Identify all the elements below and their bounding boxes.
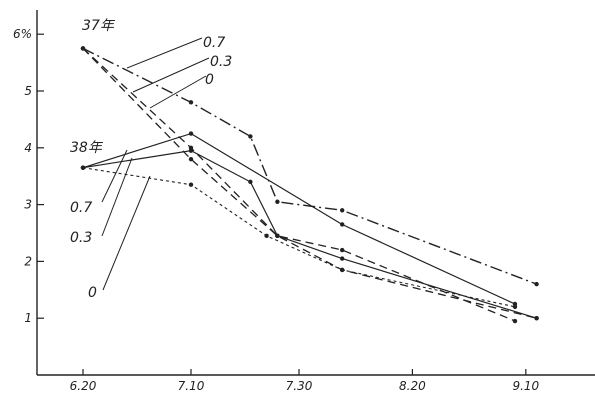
data-point [512,318,518,324]
x-tick-label: 8.20 [399,379,426,393]
annotation-layer: 37年 0.7 0.3 0 38年 0.7 0.3 0 [70,18,232,301]
data-point [340,267,345,273]
data-point [534,316,539,321]
y-tick-label: 1 [24,311,32,325]
data-point [340,208,345,213]
series-line-0 [82,47,537,285]
series-line-4 [82,149,537,319]
annotation-label: 0.7 [70,200,92,216]
x-tick-label: 9.10 [512,379,539,393]
data-point [248,179,253,185]
data-point [340,256,345,261]
leader-line [101,157,133,237]
y-tick-label: 5 [24,84,32,98]
x-tick-label: 7.10 [178,379,205,393]
data-point [340,222,345,227]
x-tick-label: 6.20 [70,379,97,393]
data-point [188,182,194,187]
data-point [340,247,345,253]
series-line-2 [82,47,537,319]
y-tick-label: 2 [24,254,32,268]
axes: 1 2 3 4 5 6% 6.20 7.10 7.30 8.20 9.10 [13,10,595,393]
series-line-5 [82,167,516,308]
data-point [188,156,194,162]
data-point [275,199,280,204]
y-tick-label: 6% [13,27,32,41]
leader-line [149,75,207,109]
annotation-label: 0.3 [210,54,232,70]
data-point [275,233,280,239]
data-point [512,304,518,310]
series-line-3 [82,132,516,305]
annotation-label: 37年 [82,18,116,34]
leader-line [101,149,128,203]
data-point [188,131,194,136]
x-tick-label: 7.30 [286,379,313,393]
leader-line [102,175,151,291]
y-tick-label: 4 [24,141,32,155]
annotation-label: 0.3 [70,230,92,246]
series-layer [80,46,539,324]
y-tick-label: 3 [24,198,32,212]
annotation-label: 0 [88,285,97,301]
data-point [80,46,86,51]
data-point [248,134,253,139]
annotation-label: 38年 [70,140,104,156]
annotation-label: 0.7 [203,35,225,51]
data-point [534,281,539,287]
data-point [188,100,194,105]
leader-line [126,37,203,69]
series-line-1 [82,47,516,322]
data-point [264,233,269,239]
annotation-label: 0 [205,72,214,88]
leader-line [132,57,210,93]
data-point [80,165,86,170]
data-point [188,148,194,153]
